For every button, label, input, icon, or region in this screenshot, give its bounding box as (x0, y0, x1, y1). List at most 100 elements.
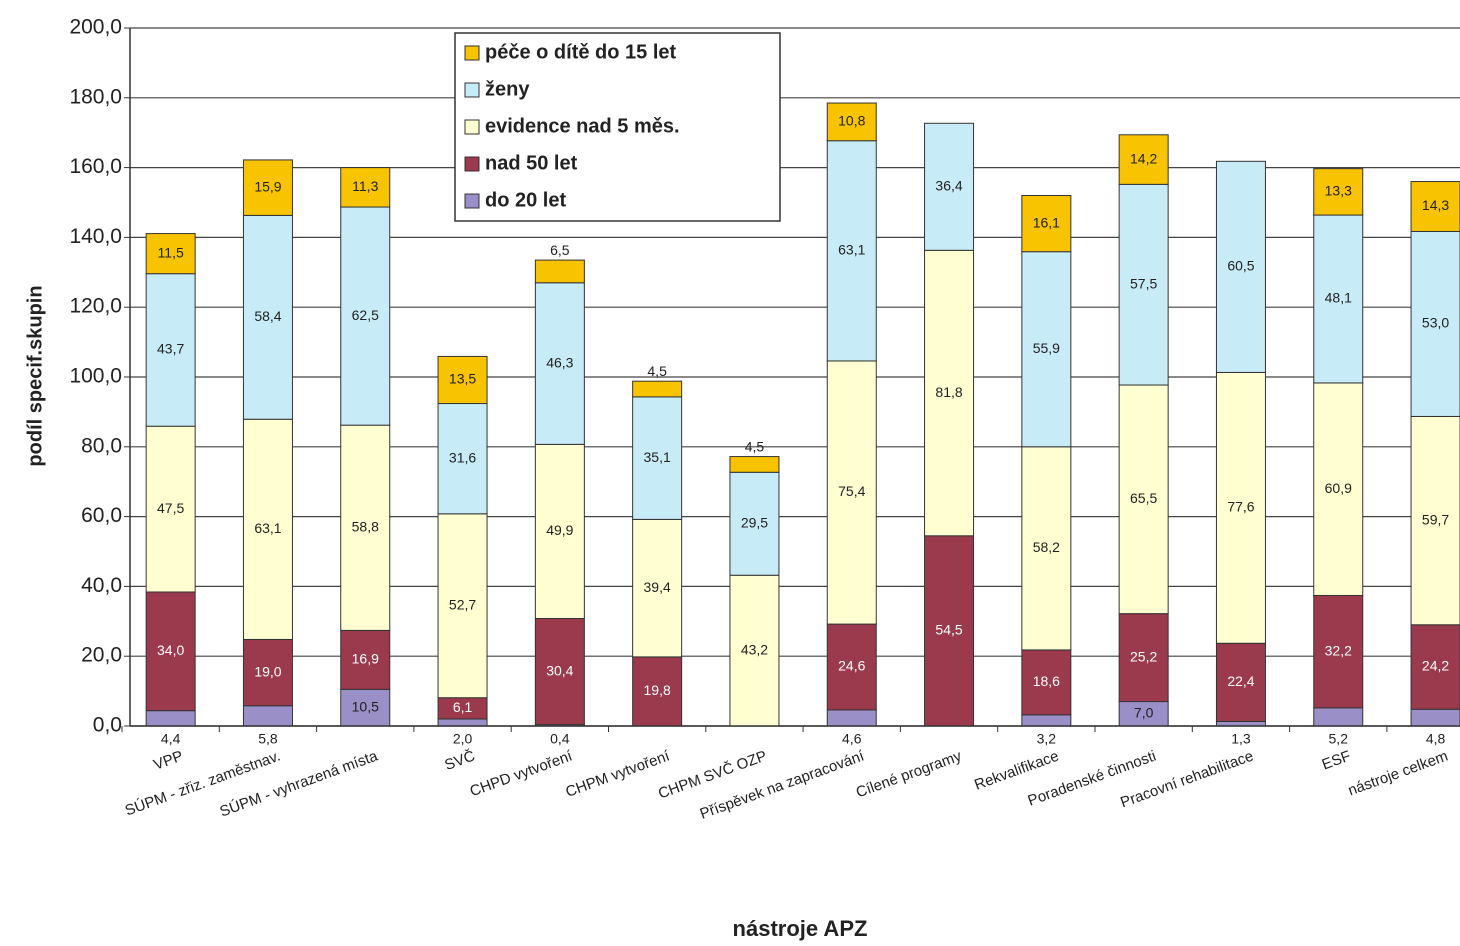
legend-label: péče o dítě do 15 let (485, 41, 677, 63)
bar-segment (632, 656, 683, 727)
value-label: 13,3 (1325, 183, 1352, 199)
y-tick-label: 0,0 (93, 714, 122, 737)
bar-segment (437, 355, 488, 405)
bar-segment (924, 122, 975, 251)
bar-segment (1118, 701, 1169, 727)
value-label: 2,0 (453, 731, 473, 747)
bar-segment (1118, 384, 1169, 615)
y-tick-label: 60,0 (81, 504, 122, 527)
bar-segment (1313, 382, 1364, 596)
bar-segment (826, 360, 877, 625)
legend-swatch (464, 45, 480, 61)
value-label: 34,0 (157, 642, 184, 658)
legend-label: ženy (485, 78, 530, 100)
y-tick-label: 40,0 (81, 574, 122, 597)
x-tick-label: Cílené programy (854, 747, 964, 801)
bar-segment (242, 705, 293, 727)
bar-segment (826, 102, 877, 142)
x-tick-label: SÚPM - zřiz. zaměstnav. (123, 748, 283, 820)
bar-segment (1410, 624, 1460, 710)
value-label: 52,7 (449, 596, 476, 612)
bar-segment (534, 618, 585, 726)
bar-segment (924, 535, 975, 727)
y-tick-label: 180,0 (69, 85, 122, 108)
bar-segment (826, 623, 877, 711)
x-tick-label: CHPM vytvoření (563, 747, 672, 801)
value-label: 77,6 (1227, 499, 1254, 515)
x-tick-label: SVČ (442, 747, 477, 774)
bar-segment (1021, 251, 1072, 448)
value-label: 22,4 (1227, 673, 1254, 689)
y-tick-label: 120,0 (69, 295, 122, 318)
x-tick-label: ESF (1320, 748, 1353, 774)
y-tick-label: 20,0 (81, 644, 122, 667)
y-tick-label: 160,0 (69, 155, 122, 178)
value-label: 59,7 (1422, 511, 1449, 527)
bar-segment (1118, 613, 1169, 703)
bar-segment (1215, 371, 1266, 644)
value-label: 7,0 (1134, 704, 1154, 720)
value-label: 15,9 (254, 178, 281, 194)
legend-swatch (464, 193, 480, 209)
value-label: 11,5 (158, 244, 184, 260)
bar-segment (534, 282, 585, 445)
bar-segment (1118, 134, 1169, 185)
bar-segment (1215, 160, 1266, 373)
value-label: 14,3 (1422, 197, 1449, 213)
value-label: 75,4 (838, 483, 865, 499)
value-label: 6,5 (550, 242, 570, 258)
value-label: 63,1 (254, 520, 281, 536)
bar-segment (145, 710, 196, 727)
value-label: 48,1 (1325, 290, 1352, 306)
y-tick-label: 100,0 (69, 365, 122, 388)
bar-segment (1118, 183, 1169, 386)
value-label: 39,4 (644, 579, 671, 595)
bar-segment (729, 456, 780, 473)
y-tick-label: 140,0 (69, 225, 122, 248)
value-label: 55,9 (1033, 340, 1060, 356)
x-tick-label: CHPD vytvoření (468, 747, 576, 800)
value-label: 0,4 (550, 731, 570, 747)
value-label: 81,8 (935, 384, 962, 400)
legend-swatch (464, 156, 480, 172)
value-label: 3,2 (1037, 731, 1057, 747)
legend-label: do 20 let (485, 189, 566, 211)
value-label: 5,2 (1329, 731, 1349, 747)
bar-segment (242, 159, 293, 216)
bar-segment (729, 471, 780, 576)
value-label: 1,3 (1231, 731, 1251, 747)
value-label: 10,5 (352, 698, 379, 714)
bar-segment (145, 233, 196, 275)
x-axis-label: nástroje APZ (733, 916, 868, 941)
bar-segment (145, 591, 196, 712)
value-label: 19,8 (644, 682, 671, 698)
bar-segment (242, 638, 293, 707)
value-label: 60,5 (1227, 258, 1254, 274)
y-axis-label: podíl specif.skupin (24, 285, 46, 466)
legend-label: evidence nad 5 měs. (485, 115, 680, 137)
value-label: 43,2 (741, 641, 768, 657)
value-label: 16,1 (1033, 214, 1060, 230)
x-tick-label: nástroje celkem (1346, 748, 1451, 800)
value-label: 4,6 (842, 731, 862, 747)
bar-segment (534, 443, 585, 620)
value-label: 4,5 (647, 363, 667, 379)
value-label: 31,6 (449, 449, 476, 465)
bar-segment (437, 513, 488, 699)
bar-segment (1313, 168, 1364, 216)
value-label: 35,1 (644, 449, 671, 465)
value-label: 65,5 (1130, 490, 1157, 506)
value-label: 19,0 (254, 663, 281, 679)
value-label: 46,3 (546, 354, 573, 370)
value-label: 24,2 (1422, 658, 1449, 674)
value-label: 43,7 (157, 341, 184, 357)
bar-segment (1313, 707, 1364, 727)
value-label: 54,5 (935, 622, 962, 638)
value-label: 11,3 (352, 178, 378, 194)
legend-box (454, 32, 781, 222)
legend-swatch (464, 119, 480, 135)
value-label: 58,8 (352, 518, 379, 534)
value-label: 60,9 (1325, 480, 1352, 496)
value-label: 4,4 (161, 731, 181, 747)
